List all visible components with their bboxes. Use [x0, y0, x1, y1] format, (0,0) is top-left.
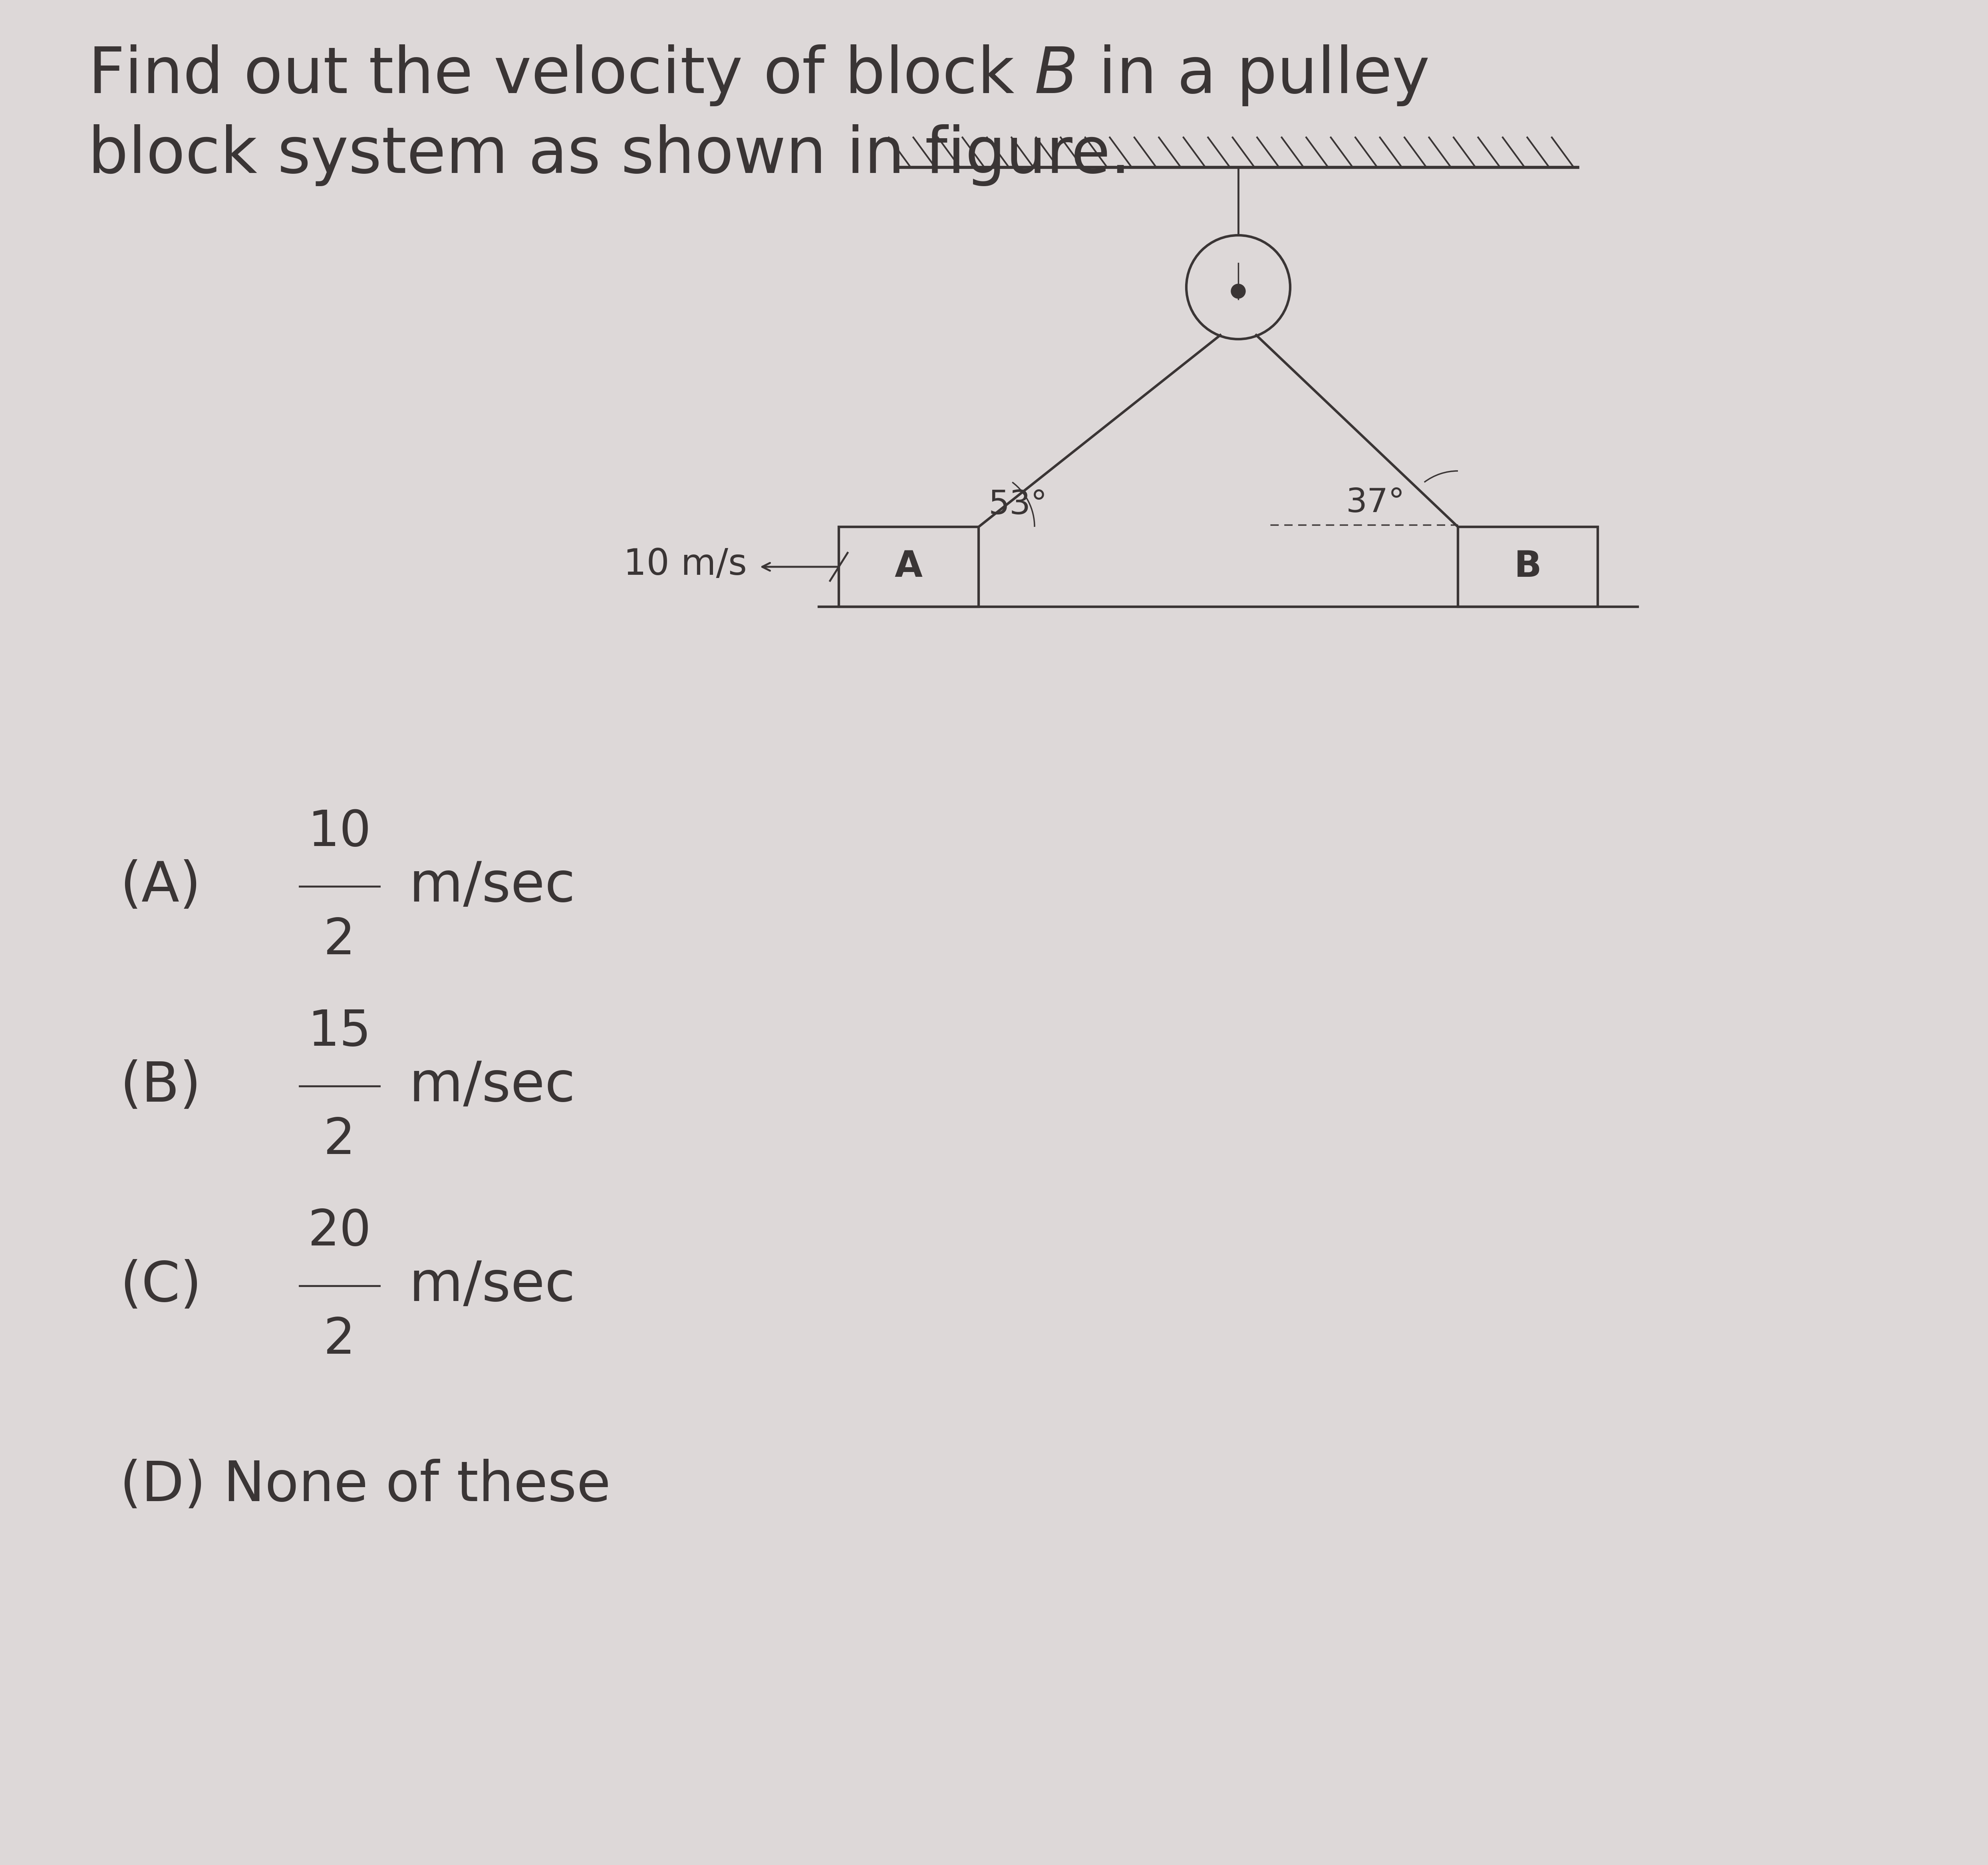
Text: m/sec: m/sec: [392, 1059, 575, 1113]
Text: 15: 15: [308, 1007, 372, 1056]
Bar: [1457, 528, 1598, 606]
Text: 2: 2: [324, 916, 356, 964]
Text: m/sec: m/sec: [392, 1259, 575, 1313]
Text: m/sec: m/sec: [392, 860, 575, 914]
Bar: [839, 528, 978, 606]
Text: 20: 20: [308, 1207, 372, 1255]
Text: 10: 10: [308, 808, 372, 856]
Text: (D) None of these: (D) None of these: [119, 1458, 610, 1513]
Text: block system as shown in figure.: block system as shown in figure.: [87, 125, 1131, 186]
Text: (A): (A): [119, 860, 201, 914]
Text: (B): (B): [119, 1059, 201, 1113]
Text: 2: 2: [324, 1317, 356, 1363]
Text: 2: 2: [324, 1115, 356, 1164]
Text: 10 m/s: 10 m/s: [624, 546, 747, 582]
Text: A: A: [895, 548, 922, 584]
Text: Find out the velocity of block $\it{B}$ in a pulley: Find out the velocity of block $\it{B}$ …: [87, 43, 1429, 108]
Circle shape: [1231, 283, 1244, 298]
Text: B: B: [1515, 548, 1541, 584]
Text: 37°: 37°: [1346, 487, 1406, 518]
Text: (C): (C): [119, 1259, 201, 1313]
Text: 53°: 53°: [988, 489, 1048, 520]
